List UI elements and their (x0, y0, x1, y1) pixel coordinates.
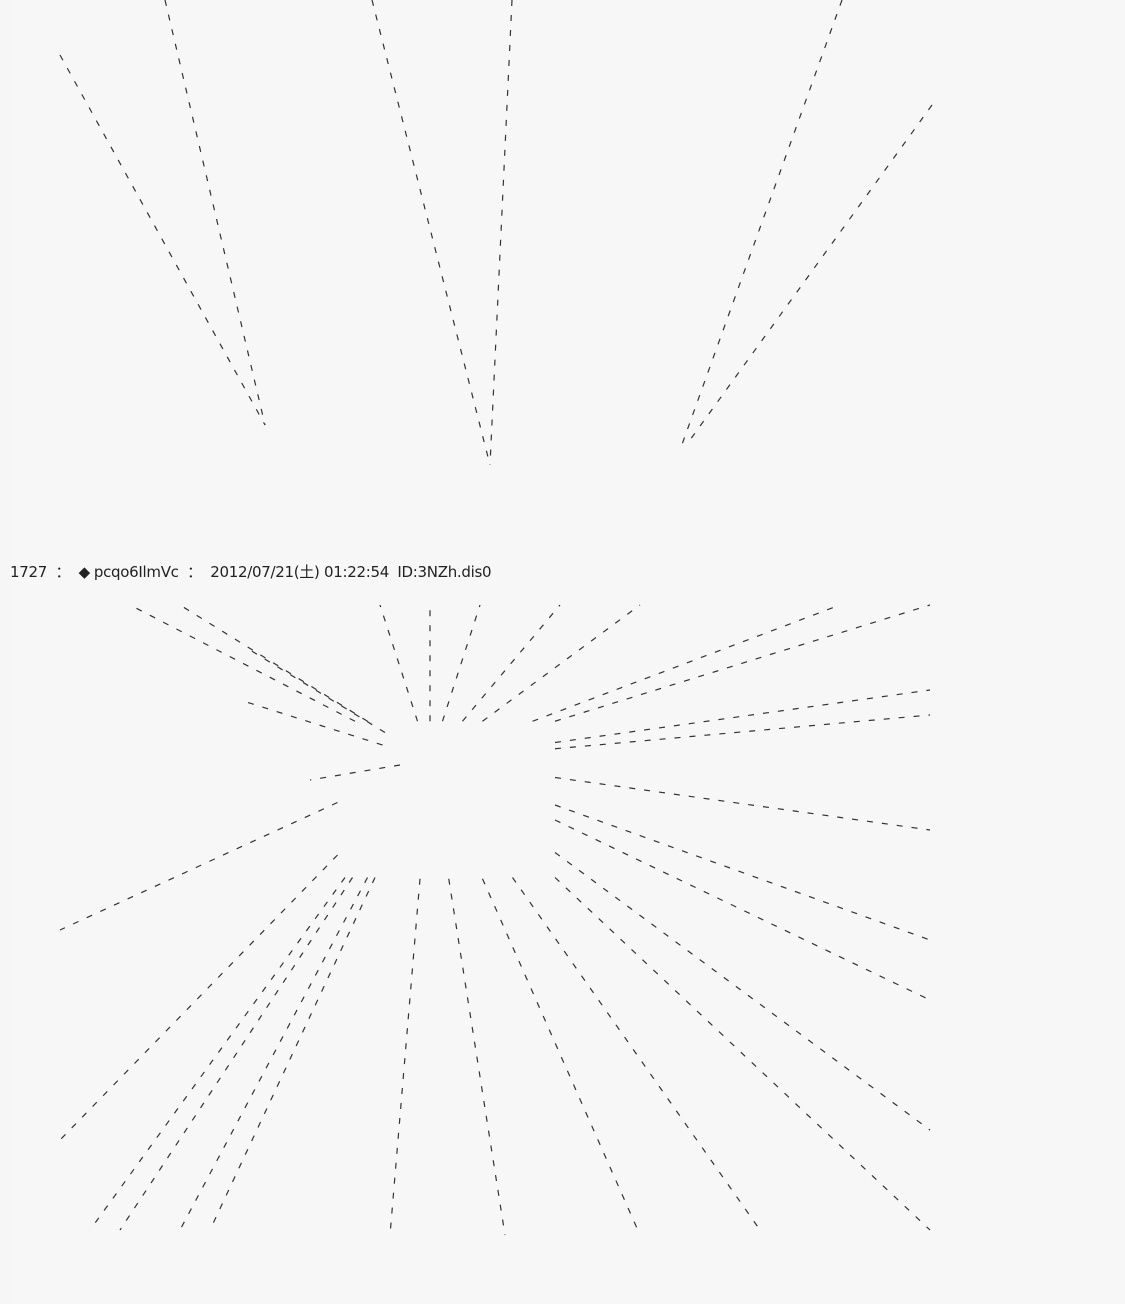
aa-stroke (554, 714, 931, 750)
aa-stroke (164, 0, 266, 426)
aa-stroke (554, 877, 931, 1231)
aa-stroke (209, 877, 376, 1231)
aa-stroke (532, 604, 841, 722)
post-header: 1727 ： ◆ pcqo6IlmVc ： 2012/07/21(土) 01:22… (10, 561, 495, 582)
aa-stroke (512, 877, 761, 1231)
post-number: 1727 (10, 563, 47, 581)
aa-stroke (389, 878, 421, 1236)
aa-stroke (239, 699, 383, 746)
aa-stroke (462, 604, 561, 722)
aa-stroke (554, 804, 931, 941)
aa-stroke (489, 0, 513, 466)
aa-stroke (482, 604, 641, 722)
aa-stroke (554, 776, 931, 831)
aa-stroke (249, 649, 386, 734)
aa-stroke (89, 877, 346, 1231)
aa-stroke (554, 852, 931, 1131)
post-datetime: 2012/07/21(土) 01:22:54 (210, 563, 389, 581)
trip-marker: ◆ (78, 563, 91, 581)
aa-stroke (59, 54, 266, 426)
separator: ： (187, 563, 202, 581)
aa-stroke (59, 801, 338, 931)
aa-stroke (119, 877, 354, 1231)
aa-stroke (554, 689, 931, 744)
aa-stroke (679, 0, 843, 451)
aa-stroke (59, 854, 338, 1141)
aa-stroke (554, 604, 931, 722)
trip-code: pcqo6IlmVc (93, 563, 179, 581)
aa-stroke (448, 878, 506, 1236)
page-background (10, 0, 1125, 1304)
aa-stroke (179, 604, 368, 722)
aa-stroke (129, 604, 356, 722)
aa-stroke (441, 604, 481, 722)
ascii-art-top (59, 0, 933, 466)
aa-stroke (179, 877, 369, 1231)
aa-stroke (554, 819, 931, 1001)
aa-stroke (379, 604, 419, 722)
aa-stroke (481, 878, 641, 1236)
aa-stroke (371, 0, 491, 466)
post-id: ID:3NZh.dis0 (397, 563, 492, 581)
aa-stroke (309, 764, 401, 781)
separator: ： (55, 563, 71, 581)
